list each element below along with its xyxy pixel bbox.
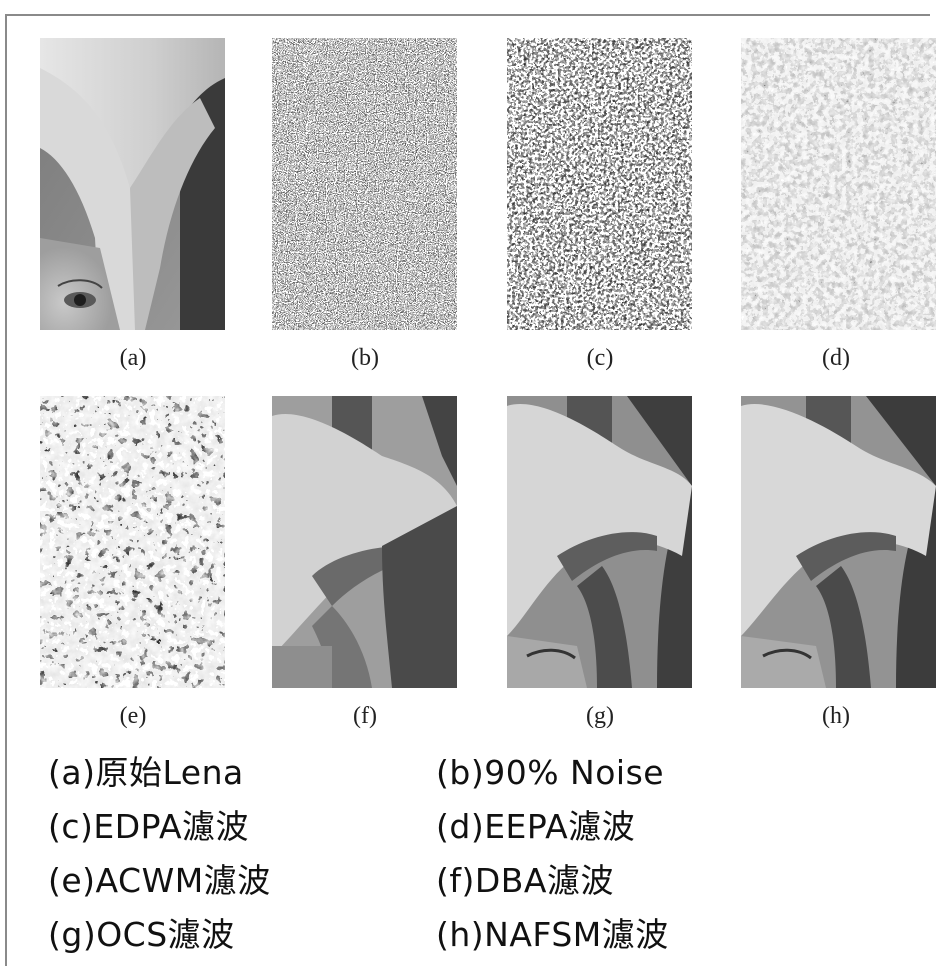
panel-d-eepa-image: [741, 38, 936, 330]
caption-c: (c)EDPA濾波: [48, 807, 250, 846]
panel-b-noise-image: [272, 38, 457, 330]
caption-g: (g)OCS濾波: [48, 915, 235, 954]
panel-e-acwm-image: [40, 396, 225, 688]
panel-b-label: (b): [351, 345, 379, 371]
caption-a: (a)原始Lena: [48, 753, 244, 792]
panel-g-label: (g): [586, 703, 614, 729]
panel-h-nafsm-image: [741, 396, 936, 688]
panel-a-original-lena-image: [40, 38, 225, 330]
panel-d-label: (d): [822, 345, 850, 371]
caption-d: (d)EEPA濾波: [436, 807, 636, 846]
panel-h-label: (h): [822, 703, 850, 729]
panel-c-label: (c): [586, 345, 614, 371]
caption-h: (h)NAFSM濾波: [436, 915, 669, 954]
caption-b: (b)90% Noise: [436, 753, 665, 792]
panel-a-label: (a): [119, 345, 147, 371]
caption-e: (e)ACWM濾波: [48, 861, 271, 900]
panel-f-label: (f): [353, 703, 377, 729]
panel-e-label: (e): [119, 703, 147, 729]
caption-f: (f)DBA濾波: [436, 861, 614, 900]
panel-c-edpa-image: [507, 38, 692, 330]
panel-g-ocs-image: [507, 396, 692, 688]
panel-f-dba-image: [272, 396, 457, 688]
